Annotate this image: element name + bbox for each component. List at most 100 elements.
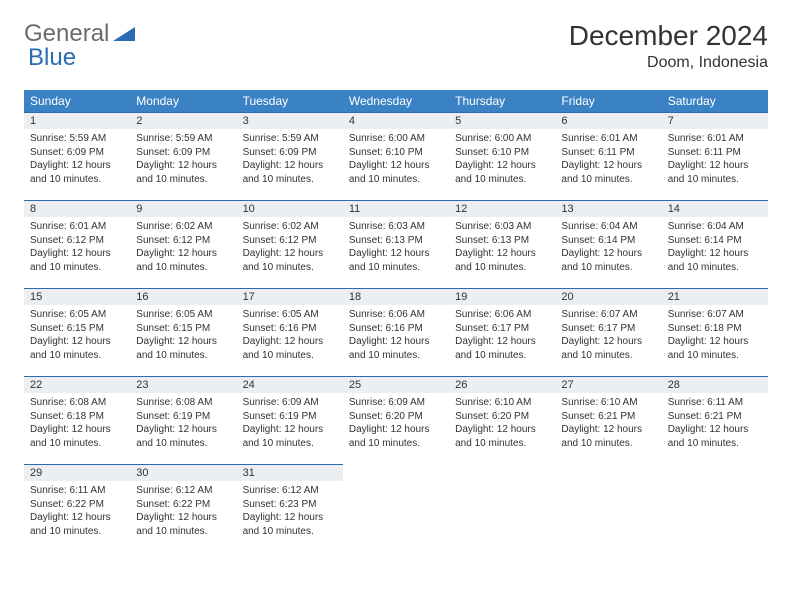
title-block: December 2024 Doom, Indonesia — [569, 20, 768, 72]
day-info: Sunrise: 6:11 AMSunset: 6:22 PMDaylight:… — [24, 481, 130, 544]
weekday-header: Sunday — [24, 90, 130, 112]
weekday-header: Friday — [555, 90, 661, 112]
day-info: Sunrise: 6:03 AMSunset: 6:13 PMDaylight:… — [343, 217, 449, 280]
day-number: 10 — [237, 200, 343, 217]
calendar-cell: 11Sunrise: 6:03 AMSunset: 6:13 PMDayligh… — [343, 200, 449, 288]
day-info: Sunrise: 6:02 AMSunset: 6:12 PMDaylight:… — [130, 217, 236, 280]
day-number: 7 — [662, 112, 768, 129]
calendar-cell: 25Sunrise: 6:09 AMSunset: 6:20 PMDayligh… — [343, 376, 449, 464]
day-info: Sunrise: 6:08 AMSunset: 6:18 PMDaylight:… — [24, 393, 130, 456]
calendar-row: 1Sunrise: 5:59 AMSunset: 6:09 PMDaylight… — [24, 112, 768, 200]
day-info: Sunrise: 6:06 AMSunset: 6:16 PMDaylight:… — [343, 305, 449, 368]
weekday-header: Wednesday — [343, 90, 449, 112]
day-info: Sunrise: 5:59 AMSunset: 6:09 PMDaylight:… — [237, 129, 343, 192]
day-number: 17 — [237, 288, 343, 305]
day-info: Sunrise: 6:06 AMSunset: 6:17 PMDaylight:… — [449, 305, 555, 368]
day-info: Sunrise: 6:03 AMSunset: 6:13 PMDaylight:… — [449, 217, 555, 280]
day-number: 25 — [343, 376, 449, 393]
day-info: Sunrise: 6:08 AMSunset: 6:19 PMDaylight:… — [130, 393, 236, 456]
calendar-cell: 15Sunrise: 6:05 AMSunset: 6:15 PMDayligh… — [24, 288, 130, 376]
day-number: 19 — [449, 288, 555, 305]
day-info: Sunrise: 6:01 AMSunset: 6:12 PMDaylight:… — [24, 217, 130, 280]
calendar-row: 29Sunrise: 6:11 AMSunset: 6:22 PMDayligh… — [24, 464, 768, 552]
calendar-table: SundayMondayTuesdayWednesdayThursdayFrid… — [24, 90, 768, 552]
day-info: Sunrise: 6:10 AMSunset: 6:20 PMDaylight:… — [449, 393, 555, 456]
day-number: 22 — [24, 376, 130, 393]
day-number: 26 — [449, 376, 555, 393]
calendar-cell: 24Sunrise: 6:09 AMSunset: 6:19 PMDayligh… — [237, 376, 343, 464]
weekday-header: Monday — [130, 90, 236, 112]
day-info: Sunrise: 6:05 AMSunset: 6:16 PMDaylight:… — [237, 305, 343, 368]
header: General December 2024 Doom, Indonesia — [24, 20, 768, 72]
calendar-cell: 21Sunrise: 6:07 AMSunset: 6:18 PMDayligh… — [662, 288, 768, 376]
day-number: 27 — [555, 376, 661, 393]
calendar-cell: 31Sunrise: 6:12 AMSunset: 6:23 PMDayligh… — [237, 464, 343, 552]
calendar-cell: 29Sunrise: 6:11 AMSunset: 6:22 PMDayligh… — [24, 464, 130, 552]
day-number: 9 — [130, 200, 236, 217]
day-info: Sunrise: 6:11 AMSunset: 6:21 PMDaylight:… — [662, 393, 768, 456]
calendar-cell: 20Sunrise: 6:07 AMSunset: 6:17 PMDayligh… — [555, 288, 661, 376]
calendar-cell: 22Sunrise: 6:08 AMSunset: 6:18 PMDayligh… — [24, 376, 130, 464]
logo-text-blue: Blue — [28, 44, 76, 72]
day-number: 24 — [237, 376, 343, 393]
day-number: 5 — [449, 112, 555, 129]
calendar-cell: 18Sunrise: 6:06 AMSunset: 6:16 PMDayligh… — [343, 288, 449, 376]
calendar-cell: 12Sunrise: 6:03 AMSunset: 6:13 PMDayligh… — [449, 200, 555, 288]
day-info: Sunrise: 6:00 AMSunset: 6:10 PMDaylight:… — [343, 129, 449, 192]
day-number: 18 — [343, 288, 449, 305]
day-number: 16 — [130, 288, 236, 305]
month-title: December 2024 — [569, 20, 768, 52]
calendar-cell: 28Sunrise: 6:11 AMSunset: 6:21 PMDayligh… — [662, 376, 768, 464]
weekday-header: Tuesday — [237, 90, 343, 112]
calendar-row: 15Sunrise: 6:05 AMSunset: 6:15 PMDayligh… — [24, 288, 768, 376]
day-number: 12 — [449, 200, 555, 217]
day-number: 14 — [662, 200, 768, 217]
day-number: 4 — [343, 112, 449, 129]
calendar-cell: 16Sunrise: 6:05 AMSunset: 6:15 PMDayligh… — [130, 288, 236, 376]
day-info: Sunrise: 6:02 AMSunset: 6:12 PMDaylight:… — [237, 217, 343, 280]
day-number: 2 — [130, 112, 236, 129]
calendar-cell: 6Sunrise: 6:01 AMSunset: 6:11 PMDaylight… — [555, 112, 661, 200]
logo-triangle-icon — [113, 20, 135, 48]
weekday-header-row: SundayMondayTuesdayWednesdayThursdayFrid… — [24, 90, 768, 112]
calendar-row: 22Sunrise: 6:08 AMSunset: 6:18 PMDayligh… — [24, 376, 768, 464]
day-info: Sunrise: 6:04 AMSunset: 6:14 PMDaylight:… — [662, 217, 768, 280]
calendar-cell — [449, 464, 555, 552]
day-info: Sunrise: 6:04 AMSunset: 6:14 PMDaylight:… — [555, 217, 661, 280]
calendar-cell: 7Sunrise: 6:01 AMSunset: 6:11 PMDaylight… — [662, 112, 768, 200]
calendar-cell — [662, 464, 768, 552]
calendar-cell: 23Sunrise: 6:08 AMSunset: 6:19 PMDayligh… — [130, 376, 236, 464]
day-info: Sunrise: 6:09 AMSunset: 6:20 PMDaylight:… — [343, 393, 449, 456]
day-number: 15 — [24, 288, 130, 305]
calendar-cell — [343, 464, 449, 552]
calendar-cell: 8Sunrise: 6:01 AMSunset: 6:12 PMDaylight… — [24, 200, 130, 288]
calendar-body: 1Sunrise: 5:59 AMSunset: 6:09 PMDaylight… — [24, 112, 768, 552]
calendar-cell: 2Sunrise: 5:59 AMSunset: 6:09 PMDaylight… — [130, 112, 236, 200]
weekday-header: Thursday — [449, 90, 555, 112]
calendar-cell: 30Sunrise: 6:12 AMSunset: 6:22 PMDayligh… — [130, 464, 236, 552]
day-info: Sunrise: 6:10 AMSunset: 6:21 PMDaylight:… — [555, 393, 661, 456]
calendar-cell: 10Sunrise: 6:02 AMSunset: 6:12 PMDayligh… — [237, 200, 343, 288]
calendar-cell: 14Sunrise: 6:04 AMSunset: 6:14 PMDayligh… — [662, 200, 768, 288]
calendar-cell: 5Sunrise: 6:00 AMSunset: 6:10 PMDaylight… — [449, 112, 555, 200]
day-number: 20 — [555, 288, 661, 305]
day-number: 13 — [555, 200, 661, 217]
calendar-cell: 3Sunrise: 5:59 AMSunset: 6:09 PMDaylight… — [237, 112, 343, 200]
day-number: 29 — [24, 464, 130, 481]
calendar-cell: 19Sunrise: 6:06 AMSunset: 6:17 PMDayligh… — [449, 288, 555, 376]
day-number: 23 — [130, 376, 236, 393]
calendar-cell: 9Sunrise: 6:02 AMSunset: 6:12 PMDaylight… — [130, 200, 236, 288]
day-info: Sunrise: 6:05 AMSunset: 6:15 PMDaylight:… — [24, 305, 130, 368]
day-info: Sunrise: 6:12 AMSunset: 6:23 PMDaylight:… — [237, 481, 343, 544]
calendar-cell — [555, 464, 661, 552]
calendar-row: 8Sunrise: 6:01 AMSunset: 6:12 PMDaylight… — [24, 200, 768, 288]
day-info: Sunrise: 5:59 AMSunset: 6:09 PMDaylight:… — [24, 129, 130, 192]
day-info: Sunrise: 6:00 AMSunset: 6:10 PMDaylight:… — [449, 129, 555, 192]
day-info: Sunrise: 6:01 AMSunset: 6:11 PMDaylight:… — [662, 129, 768, 192]
day-number: 21 — [662, 288, 768, 305]
calendar-cell: 13Sunrise: 6:04 AMSunset: 6:14 PMDayligh… — [555, 200, 661, 288]
calendar-cell: 17Sunrise: 6:05 AMSunset: 6:16 PMDayligh… — [237, 288, 343, 376]
calendar-cell: 4Sunrise: 6:00 AMSunset: 6:10 PMDaylight… — [343, 112, 449, 200]
location: Doom, Indonesia — [569, 54, 768, 72]
day-number: 28 — [662, 376, 768, 393]
